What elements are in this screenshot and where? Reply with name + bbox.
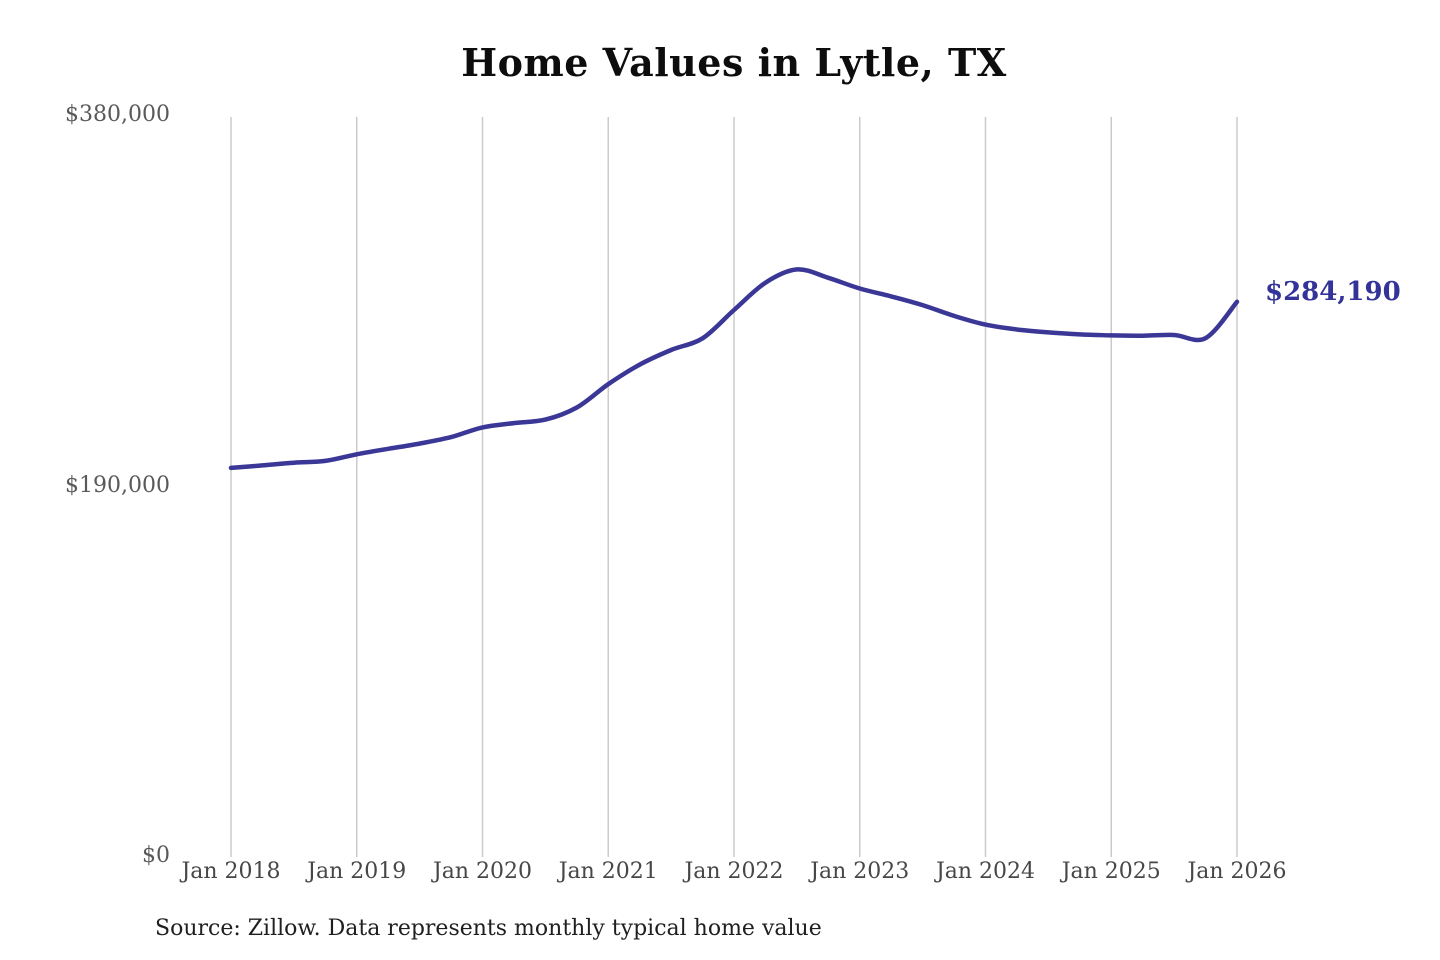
y-axis-tick-label: $380,000: [65, 102, 170, 127]
x-axis-tick-label: Jan 2026: [1187, 859, 1287, 884]
x-axis-tick-label: Jan 2019: [307, 859, 407, 884]
x-axis-tick-label: Jan 2023: [810, 859, 910, 884]
home-value-line: [228, 267, 1240, 471]
source-note: Source: Zillow. Data represents monthly …: [155, 916, 822, 941]
x-axis-tick-label: Jan 2018: [181, 859, 281, 884]
x-axis-tick-label: Jan 2025: [1061, 859, 1161, 884]
x-axis-tick-label: Jan 2022: [684, 859, 784, 884]
x-axis-tick-label: Jan 2024: [935, 859, 1036, 884]
gridline-group: [230, 117, 1238, 857]
y-axis-tick-label: $190,000: [65, 472, 170, 498]
x-axis-tick-label: Jan 2021: [558, 859, 658, 884]
y-axis-tick-label: $0: [142, 843, 170, 868]
latest-value-label: $284,190: [1265, 276, 1401, 307]
x-axis-tick-label: Jan 2020: [432, 859, 533, 884]
chart-title: Home Values in Lytle, TX: [461, 40, 1007, 85]
